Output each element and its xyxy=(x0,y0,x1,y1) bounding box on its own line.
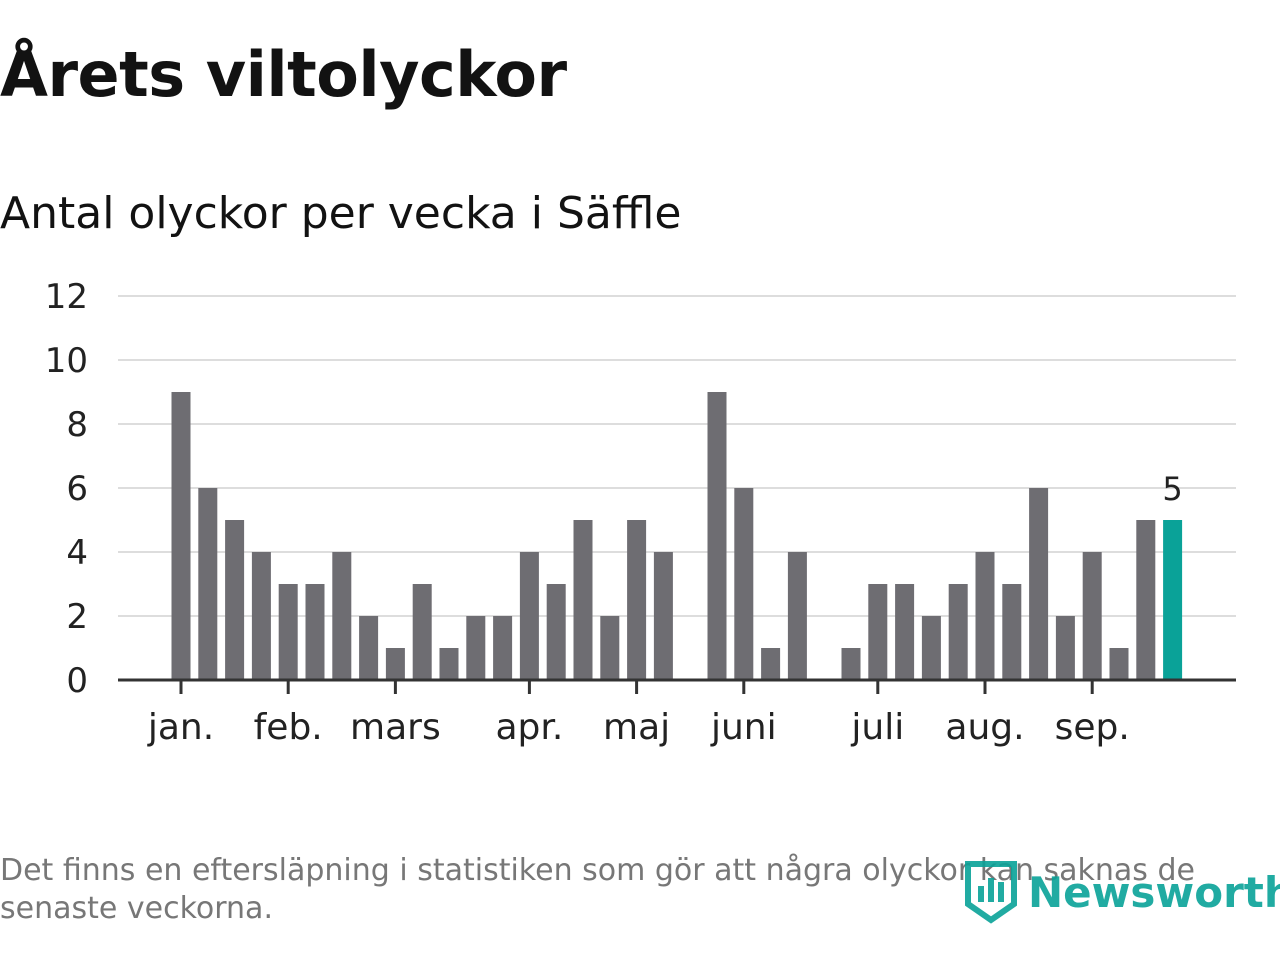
bar xyxy=(225,520,245,680)
bar xyxy=(439,648,459,680)
bar xyxy=(787,552,807,680)
bar xyxy=(385,648,405,680)
y-tick-label: 0 xyxy=(66,661,88,701)
brand-name: Newsworthy xyxy=(1028,867,1280,917)
bar xyxy=(707,392,727,680)
x-tick-label: aug. xyxy=(945,707,1024,748)
bar xyxy=(975,552,995,680)
x-tick-label: maj xyxy=(603,707,670,748)
bar xyxy=(305,584,325,680)
y-axis-ticks: 0 2 4 6 8 10 12 xyxy=(45,277,88,701)
bar xyxy=(600,616,620,680)
bar xyxy=(948,584,968,680)
bar xyxy=(519,552,539,680)
bar xyxy=(627,520,647,680)
y-tick-label: 8 xyxy=(66,405,88,445)
bar xyxy=(921,616,941,680)
bar xyxy=(1002,584,1022,680)
bar xyxy=(278,584,298,680)
newsworthy-logo-icon xyxy=(965,861,1017,924)
x-tick-label: feb. xyxy=(254,707,323,748)
bar xyxy=(1109,648,1129,680)
y-tick-label: 4 xyxy=(66,533,88,573)
x-tick-label: jan. xyxy=(147,707,214,748)
bar-chart: 0 2 4 6 8 10 12 jan. feb. mars apr. maj juni juli aug… xyxy=(45,277,1236,748)
bar xyxy=(734,488,754,680)
bar xyxy=(653,552,673,680)
bar xyxy=(412,584,432,680)
footnote: Det finns en eftersläpning i statistiken… xyxy=(0,852,1280,928)
bar xyxy=(332,552,352,680)
y-tick-label: 12 xyxy=(45,277,88,317)
bar xyxy=(895,584,915,680)
x-tick-label: juni xyxy=(710,707,777,748)
x-tick-label: mars xyxy=(350,707,441,748)
bar-highlight xyxy=(1163,520,1183,680)
bar xyxy=(1082,552,1102,680)
bar xyxy=(1136,520,1156,680)
y-tick-label: 2 xyxy=(66,597,88,637)
bar xyxy=(198,488,218,680)
bar xyxy=(868,584,888,680)
data-labels: 5 xyxy=(1162,470,1182,508)
bar xyxy=(466,616,486,680)
brand-logo: Newsworthy xyxy=(964,860,1280,924)
bar xyxy=(573,520,593,680)
grid-lines xyxy=(118,295,1236,617)
chart-subtitle: Antal olyckor per vecka i Säffle xyxy=(0,188,682,239)
bar xyxy=(493,616,513,680)
x-tick-label: juli xyxy=(850,707,904,748)
x-axis: jan. feb. mars apr. maj juni juli aug. sep. xyxy=(118,678,1236,748)
bar xyxy=(761,648,781,680)
footnote-line-1: Det finns en eftersläpning i statistiken… xyxy=(0,853,1195,888)
footnote-line-2: senaste veckorna. xyxy=(0,891,273,926)
bar xyxy=(251,552,271,680)
bar xyxy=(171,392,191,680)
y-tick-label: 6 xyxy=(66,469,88,509)
bar xyxy=(1055,616,1075,680)
chart-title: Årets viltolyckor xyxy=(0,38,567,111)
bar xyxy=(1029,488,1049,680)
x-tick-label: sep. xyxy=(1055,707,1130,748)
bars xyxy=(171,392,1183,680)
bar xyxy=(359,616,379,680)
y-tick-label: 10 xyxy=(45,341,88,381)
data-label-highlight: 5 xyxy=(1162,470,1182,508)
bar xyxy=(841,648,861,680)
bar xyxy=(546,584,566,680)
x-tick-label: apr. xyxy=(495,707,563,748)
